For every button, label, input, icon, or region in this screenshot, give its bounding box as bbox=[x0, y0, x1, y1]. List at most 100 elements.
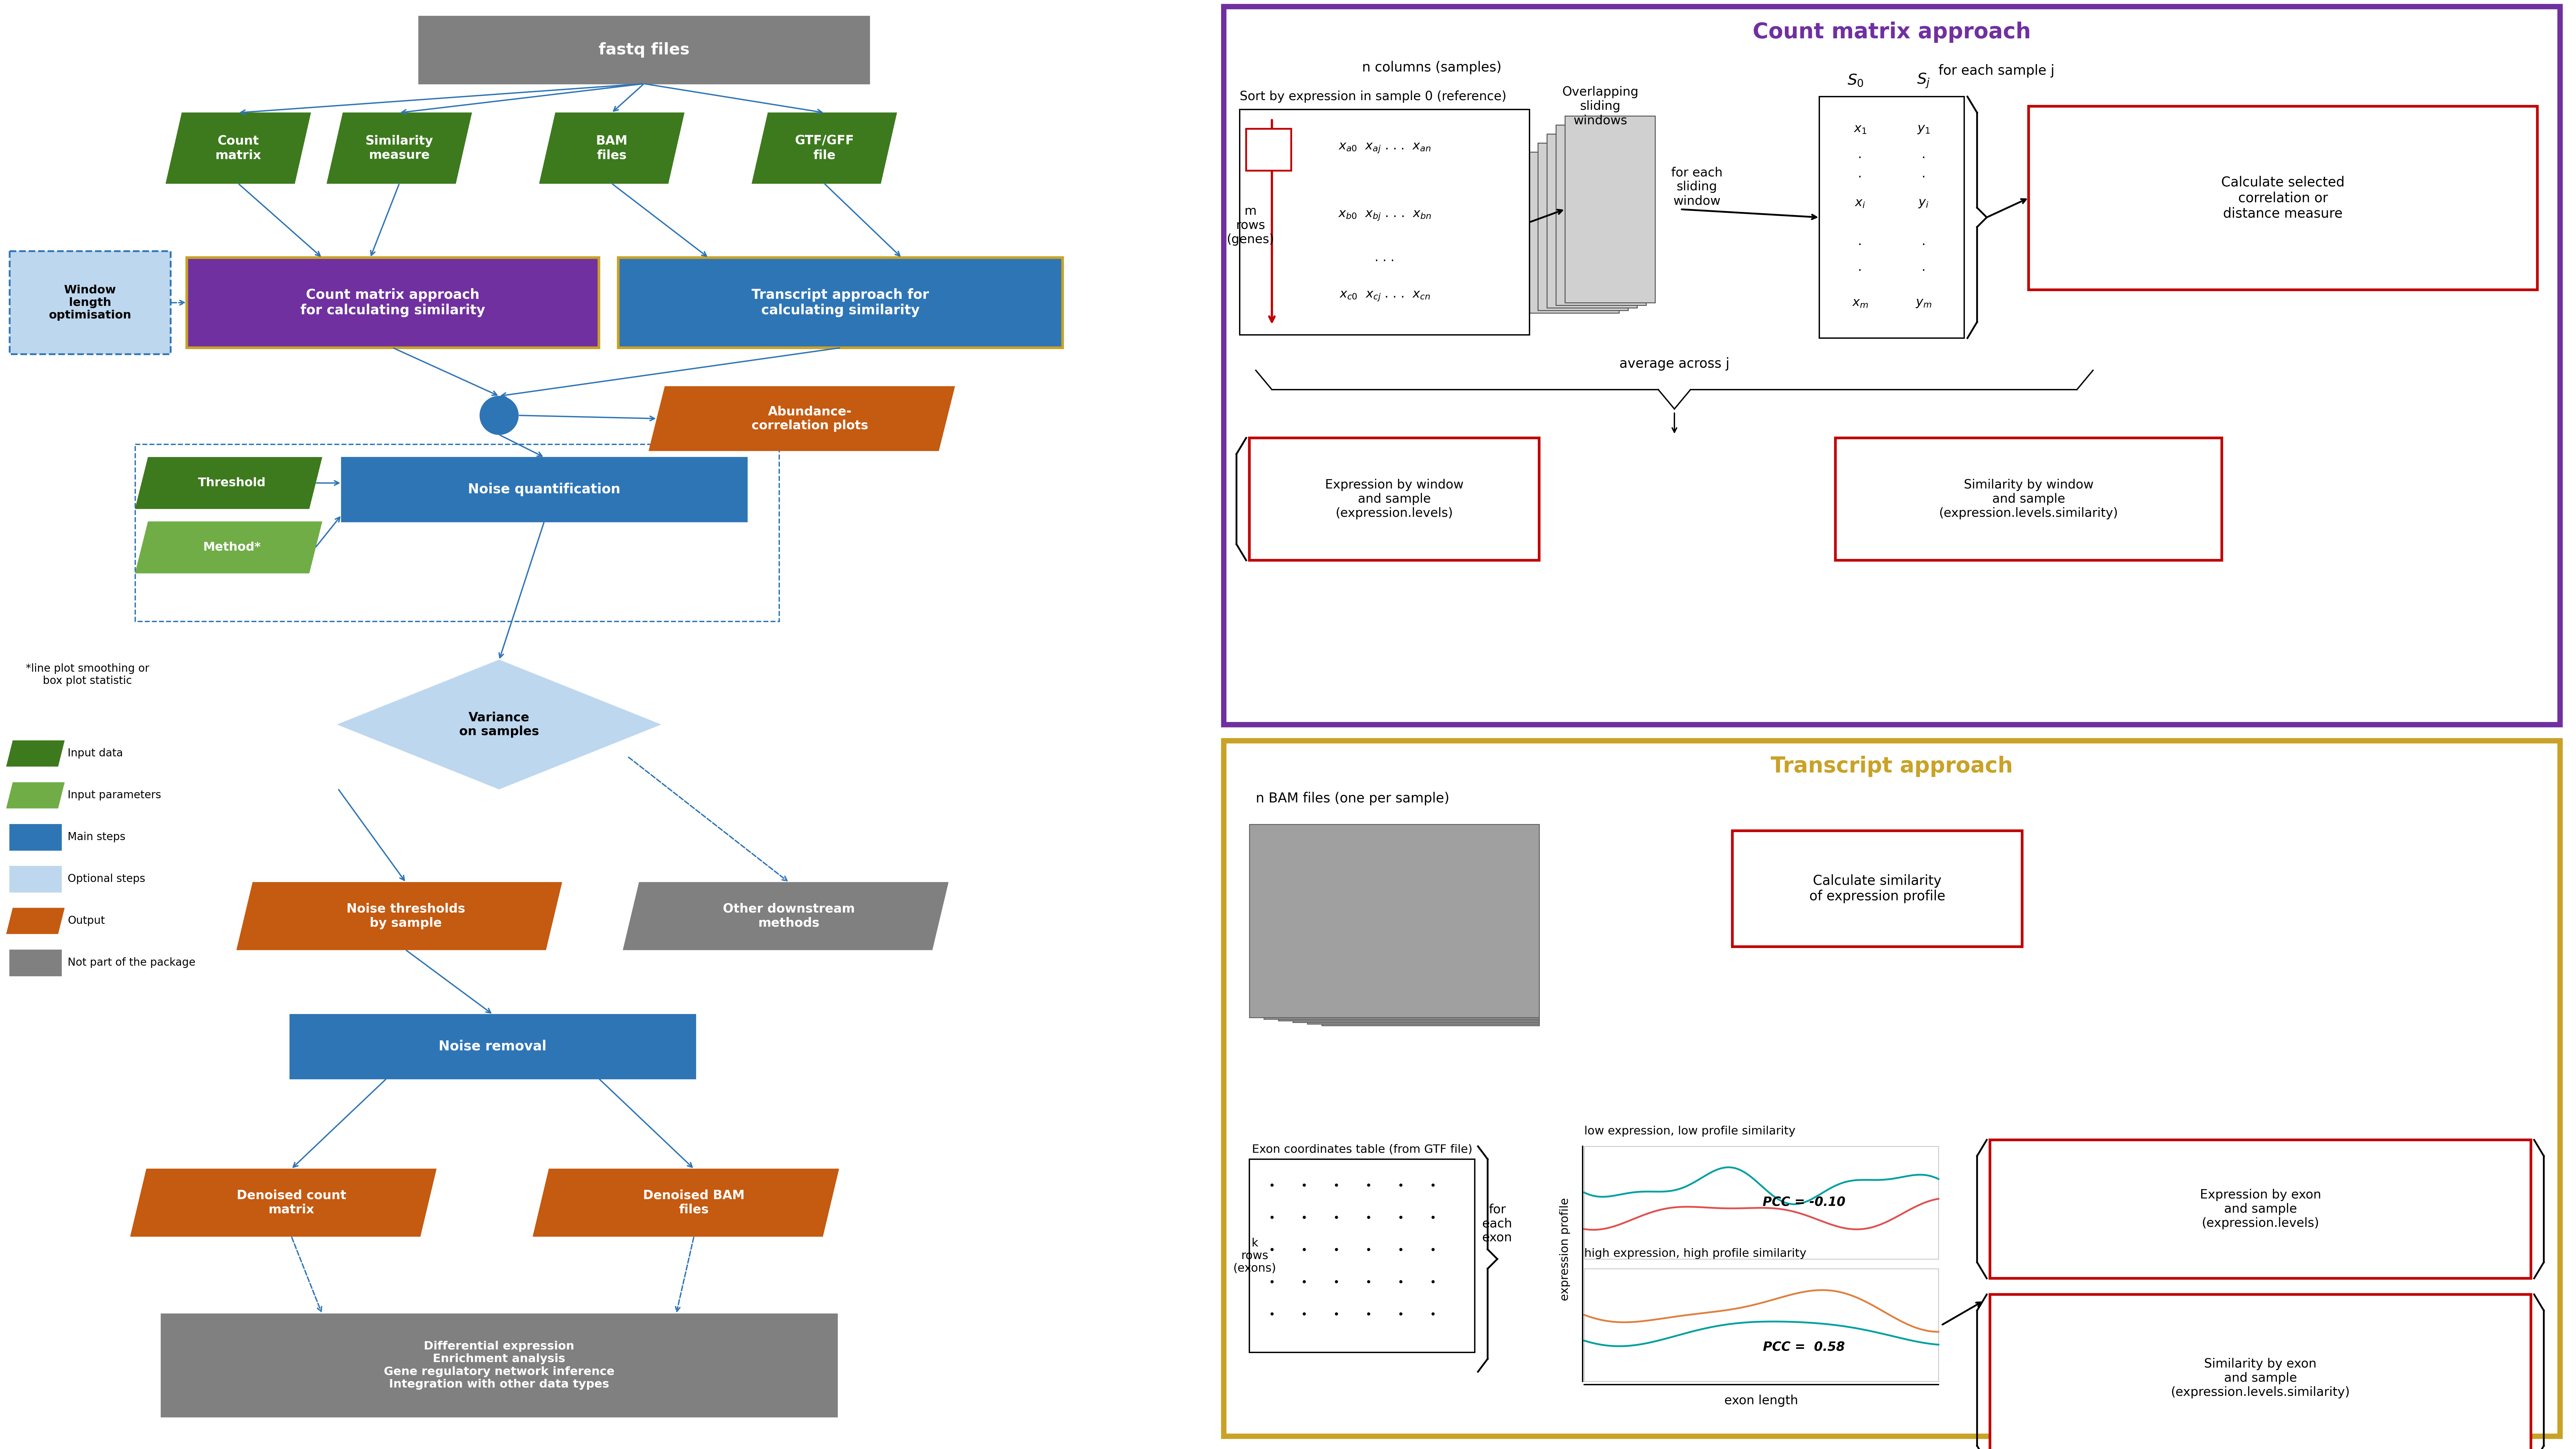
Text: Count
matrix: Count matrix bbox=[216, 135, 260, 161]
FancyBboxPatch shape bbox=[10, 251, 170, 354]
Text: Noise thresholds
by sample: Noise thresholds by sample bbox=[345, 903, 466, 929]
Text: $S_j$: $S_j$ bbox=[1917, 72, 1929, 90]
Text: expression profile: expression profile bbox=[1558, 1198, 1571, 1301]
Polygon shape bbox=[533, 1169, 840, 1236]
Text: fastq files: fastq files bbox=[598, 42, 690, 58]
Text: Similarity
measure: Similarity measure bbox=[366, 135, 433, 161]
Text: $x_i$: $x_i$ bbox=[1855, 197, 1865, 209]
Text: Similarity by exon
and sample
(expression.levels.similarity): Similarity by exon and sample (expressio… bbox=[2172, 1358, 2349, 1398]
Text: n columns (samples): n columns (samples) bbox=[1363, 61, 1502, 74]
Text: Not part of the package: Not part of the package bbox=[67, 958, 196, 968]
Text: average across j: average across j bbox=[1620, 356, 1728, 371]
FancyBboxPatch shape bbox=[1249, 824, 1540, 1017]
Text: .: . bbox=[1857, 168, 1862, 180]
Text: $x_{b0}$  $x_{bj}$ . . .  $x_{bn}$: $x_{b0}$ $x_{bj}$ . . . $x_{bn}$ bbox=[1337, 210, 1432, 222]
Text: .: . bbox=[1857, 235, 1862, 248]
FancyBboxPatch shape bbox=[1249, 1159, 1473, 1352]
Text: Main steps: Main steps bbox=[67, 832, 126, 842]
Text: Noise removal: Noise removal bbox=[438, 1040, 546, 1053]
Text: .: . bbox=[1922, 168, 1927, 180]
FancyBboxPatch shape bbox=[134, 445, 778, 622]
Text: $x_{c0}$  $x_{cj}$ . . .  $x_{cn}$: $x_{c0}$ $x_{cj}$ . . . $x_{cn}$ bbox=[1340, 290, 1430, 303]
Text: Similarity by window
and sample
(expression.levels.similarity): Similarity by window and sample (express… bbox=[1940, 478, 2117, 519]
FancyBboxPatch shape bbox=[1321, 897, 1540, 1026]
FancyBboxPatch shape bbox=[10, 951, 62, 975]
Polygon shape bbox=[5, 909, 64, 933]
FancyBboxPatch shape bbox=[1819, 97, 1965, 338]
Text: Input data: Input data bbox=[67, 748, 124, 759]
Text: $y_1$: $y_1$ bbox=[1917, 123, 1929, 135]
FancyBboxPatch shape bbox=[1538, 143, 1628, 310]
Text: Expression by window
and sample
(expression.levels): Expression by window and sample (express… bbox=[1324, 478, 1463, 519]
Polygon shape bbox=[134, 458, 322, 509]
Text: Input parameters: Input parameters bbox=[67, 790, 162, 801]
Text: Count matrix approach
for calculating similarity: Count matrix approach for calculating si… bbox=[301, 288, 484, 317]
FancyBboxPatch shape bbox=[160, 1314, 837, 1417]
FancyBboxPatch shape bbox=[2030, 106, 2537, 290]
Text: .: . bbox=[1857, 148, 1862, 161]
Text: Transcript approach: Transcript approach bbox=[1770, 756, 2012, 777]
FancyBboxPatch shape bbox=[1989, 1140, 2530, 1278]
Circle shape bbox=[479, 396, 518, 435]
Text: for each
sliding
window: for each sliding window bbox=[1672, 167, 1723, 207]
Text: Threshold: Threshold bbox=[198, 477, 265, 488]
FancyBboxPatch shape bbox=[1989, 1294, 2530, 1449]
Text: exon length: exon length bbox=[1723, 1394, 1798, 1407]
Polygon shape bbox=[237, 882, 562, 951]
Text: PCC =  0.58: PCC = 0.58 bbox=[1762, 1342, 1844, 1353]
FancyBboxPatch shape bbox=[1309, 882, 1540, 1024]
Polygon shape bbox=[134, 522, 322, 574]
Polygon shape bbox=[131, 1169, 435, 1236]
Text: Calculate similarity
of expression profile: Calculate similarity of expression profi… bbox=[1808, 874, 1945, 903]
Text: Window
length
optimisation: Window length optimisation bbox=[49, 284, 131, 320]
Text: Other downstream
methods: Other downstream methods bbox=[724, 903, 855, 929]
FancyBboxPatch shape bbox=[1224, 740, 2561, 1436]
Text: $x_m$: $x_m$ bbox=[1852, 297, 1868, 309]
FancyBboxPatch shape bbox=[1265, 839, 1540, 1019]
Text: *line plot smoothing or
box plot statistic: *line plot smoothing or box plot statist… bbox=[26, 664, 149, 687]
Text: m
rows
(genes): m rows (genes) bbox=[1226, 206, 1275, 246]
FancyBboxPatch shape bbox=[1546, 133, 1638, 307]
FancyBboxPatch shape bbox=[1584, 1269, 1940, 1381]
Polygon shape bbox=[538, 113, 685, 184]
FancyBboxPatch shape bbox=[10, 824, 62, 851]
Text: Transcript approach for
calculating similarity: Transcript approach for calculating simi… bbox=[752, 288, 930, 317]
FancyBboxPatch shape bbox=[1249, 438, 1540, 561]
Text: k
rows
(exons): k rows (exons) bbox=[1234, 1237, 1275, 1274]
FancyBboxPatch shape bbox=[1278, 853, 1540, 1020]
Polygon shape bbox=[649, 387, 956, 451]
FancyBboxPatch shape bbox=[289, 1014, 696, 1078]
Polygon shape bbox=[623, 882, 948, 951]
Text: . . .: . . . bbox=[1376, 252, 1394, 264]
Polygon shape bbox=[337, 661, 659, 788]
Text: Optional steps: Optional steps bbox=[67, 874, 144, 884]
Text: GTF/GFF
file: GTF/GFF file bbox=[796, 135, 853, 161]
Text: n BAM files (one per sample): n BAM files (one per sample) bbox=[1257, 791, 1450, 806]
Text: for each sample j: for each sample j bbox=[1937, 64, 2056, 78]
FancyBboxPatch shape bbox=[10, 867, 62, 893]
Polygon shape bbox=[752, 113, 896, 184]
Text: Variance
on samples: Variance on samples bbox=[459, 711, 538, 738]
Text: $x_1$: $x_1$ bbox=[1852, 123, 1868, 135]
Text: Noise quantification: Noise quantification bbox=[469, 483, 621, 496]
Text: $y_m$: $y_m$ bbox=[1917, 297, 1932, 309]
Text: Denoised count
matrix: Denoised count matrix bbox=[237, 1190, 345, 1216]
Text: Count matrix approach: Count matrix approach bbox=[1752, 22, 2030, 43]
Text: Overlapping
sliding
windows: Overlapping sliding windows bbox=[1561, 85, 1638, 126]
FancyBboxPatch shape bbox=[1556, 125, 1646, 306]
FancyBboxPatch shape bbox=[185, 258, 598, 348]
Polygon shape bbox=[5, 740, 64, 767]
Text: Expression by exon
and sample
(expression.levels): Expression by exon and sample (expressio… bbox=[2200, 1188, 2321, 1229]
Polygon shape bbox=[165, 113, 312, 184]
Text: Exon coordinates table (from GTF file): Exon coordinates table (from GTF file) bbox=[1252, 1145, 1473, 1155]
FancyBboxPatch shape bbox=[1247, 129, 1291, 171]
Text: .: . bbox=[1922, 235, 1927, 248]
Text: Abundance-
correlation plots: Abundance- correlation plots bbox=[752, 406, 868, 432]
Text: high expression, high profile similarity: high expression, high profile similarity bbox=[1584, 1248, 1806, 1259]
Text: Output: Output bbox=[67, 916, 106, 926]
Polygon shape bbox=[327, 113, 471, 184]
FancyBboxPatch shape bbox=[1224, 6, 2561, 724]
FancyBboxPatch shape bbox=[1239, 110, 1530, 335]
FancyBboxPatch shape bbox=[340, 458, 747, 522]
FancyBboxPatch shape bbox=[618, 258, 1064, 348]
